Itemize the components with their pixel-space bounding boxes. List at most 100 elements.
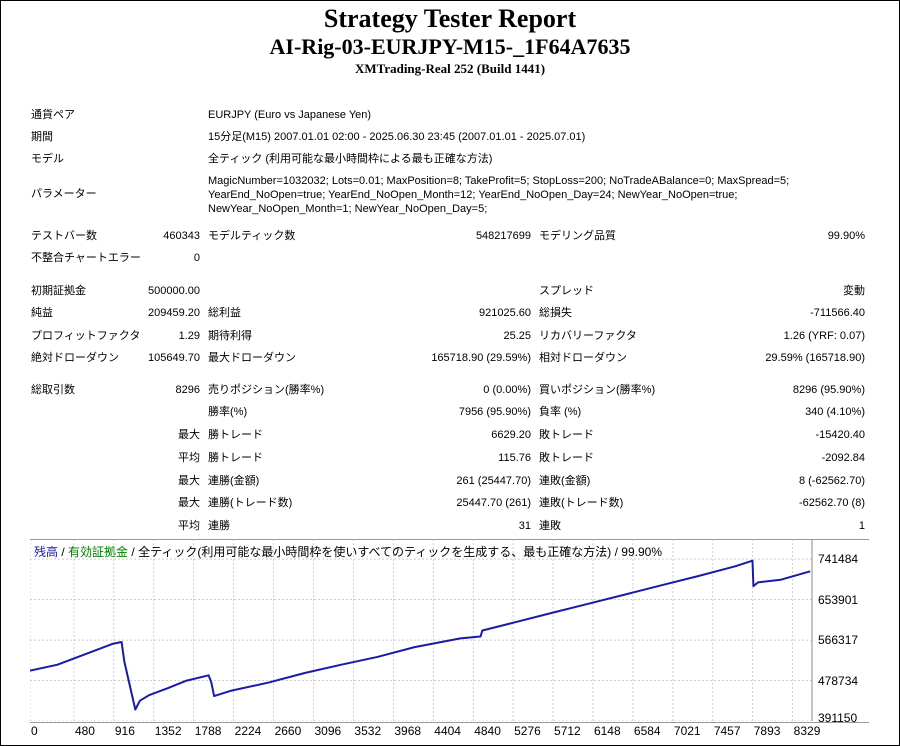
stats-value-c: 1.26 (YRF: 0.07)	[783, 330, 865, 342]
y-tick-label: 653901	[818, 592, 859, 607]
stats-value-a: 1.29	[178, 330, 200, 342]
setting-label-symbol: 通貨ペア	[31, 109, 75, 121]
stats-label-b: 売りポジション(勝率%)	[208, 384, 325, 396]
stats-label-c: 連敗	[539, 520, 561, 532]
stats-label-a: 絶対ドローダウン	[31, 352, 119, 364]
stats-value-a: 0	[193, 252, 200, 264]
stats-label-b: 連勝	[208, 520, 230, 532]
stats-label-b: 総利益	[208, 307, 241, 319]
stats-label-a: 純益	[31, 307, 53, 319]
stats-value-b: 6629.20	[491, 429, 531, 441]
stats-label-c: スプレッド	[539, 285, 594, 297]
stats-value-c: 1	[858, 520, 865, 532]
setting-value-symbol: EURJPY (Euro vs Japanese Yen)	[208, 109, 372, 121]
legend-separator-2: /	[128, 545, 139, 559]
x-tick-label: 3532	[354, 724, 382, 738]
stats-label-c: リカバリーファクタ	[539, 330, 637, 342]
stats-value-a: 最大	[178, 497, 200, 509]
legend-equity: 有効証拠金	[68, 545, 129, 559]
x-tick-label: 4404	[434, 724, 461, 738]
x-tick-label: 6148	[593, 724, 621, 738]
x-tick-label: 1788	[194, 724, 222, 738]
stats-value-a: 最大	[178, 475, 200, 487]
stats-label-c: 敗トレード	[539, 452, 594, 464]
x-tick-label: 1352	[154, 724, 182, 738]
stats-label-b: 勝トレード	[208, 429, 263, 441]
balance-line	[30, 559, 811, 711]
setting-label-parameters: パラメーター	[31, 188, 97, 200]
x-tick-label: 7457	[713, 724, 741, 738]
x-tick-label: 2660	[274, 724, 302, 738]
y-tick-label: 478734	[818, 673, 859, 688]
stats-label-b: 期待利得	[208, 330, 252, 342]
stats-label-c: 連敗(トレード数)	[539, 497, 624, 509]
stats-value-b: 115.76	[498, 452, 531, 464]
stats-value-b: 548217699	[475, 230, 531, 242]
y-tick-label: 741484	[818, 552, 859, 567]
setting-label-period: 期間	[31, 131, 53, 143]
parameters-line-2: YearEnd_NoOpen=true; YearEnd_NoOpen_Mont…	[208, 189, 738, 201]
stats-value-c: -711566.40	[810, 307, 865, 319]
stats-value-c: 29.59% (165718.90)	[765, 352, 865, 364]
legend-separator-1: /	[58, 545, 69, 559]
stats-value-c: 340 (4.10%)	[805, 406, 865, 418]
stats-label-b: 勝トレード	[208, 452, 263, 464]
legend-balance: 残高	[34, 545, 59, 559]
stats-value-c: 99.90%	[827, 230, 865, 242]
stats-label-c: 買いポジション(勝率%)	[539, 384, 656, 396]
stats-label-c: 総損失	[539, 307, 572, 319]
stats-label-c: 負率 (%)	[539, 406, 582, 418]
stats-value-a: 209459.20	[148, 307, 200, 319]
stats-value-a: 最大	[178, 429, 200, 441]
x-tick-label: 6584	[633, 724, 661, 738]
y-tick-label: 391150	[818, 711, 858, 725]
stats-label-b: 最大ドローダウン	[208, 352, 296, 364]
setting-value-period: 15分足(M15) 2007.01.01 02:00 - 2025.06.30 …	[208, 131, 586, 143]
stats-value-a: 460343	[163, 230, 200, 242]
x-tick-label: 916	[114, 724, 135, 738]
y-tick-label: 566317	[818, 633, 859, 648]
stats-label-c: 敗トレード	[539, 429, 594, 441]
balance-chart	[30, 539, 869, 723]
stats-value-c: 8296 (95.90%)	[792, 384, 865, 396]
stats-value-b: 921025.60	[479, 307, 531, 319]
stats-value-c: -62562.70 (8)	[798, 497, 865, 509]
stats-value-c: -15420.40	[815, 429, 865, 441]
x-tick-label: 5276	[514, 724, 541, 738]
stats-value-c: -2092.84	[821, 452, 865, 464]
setting-value-model: 全ティック (利用可能な最小時間枠による最も正確な方法)	[208, 153, 493, 165]
stats-value-a: 105649.70	[148, 352, 200, 364]
stats-label-a: 初期証拠金	[31, 285, 86, 297]
stats-label-a: 総取引数	[31, 384, 75, 396]
chart-legend: 残高 / 有効証拠金 / 全ティック(利用可能な最小時間枠を使いすべてのティック…	[34, 545, 662, 559]
stats-value-a: 500000.00	[148, 285, 200, 297]
parameters-line-1: MagicNumber=1032032; Lots=0.01; MaxPosit…	[208, 175, 790, 187]
stats-label-c: 相対ドローダウン	[539, 352, 627, 364]
stats-value-c: 8 (-62562.70)	[798, 475, 865, 487]
stats-value-b: 261 (25447.70)	[456, 475, 531, 487]
x-tick-label: 0	[31, 724, 38, 738]
stats-label-c: モデリング品質	[539, 230, 616, 242]
x-tick-label: 2224	[234, 724, 262, 738]
stats-value-a: 8296	[175, 384, 200, 396]
stats-value-b: 0 (0.00%)	[483, 384, 531, 396]
stats-label-a: 不整合チャートエラー	[31, 252, 141, 264]
x-tick-label: 5712	[554, 724, 581, 738]
x-tick-label: 3096	[314, 724, 342, 738]
x-tick-label: 7893	[753, 724, 781, 738]
x-tick-label: 8329	[793, 724, 821, 738]
x-tick-label: 480	[74, 724, 95, 738]
stats-value-b: 31	[518, 520, 531, 532]
stats-label-c: 連敗(金額)	[539, 475, 591, 487]
balance-chart-plot	[30, 539, 813, 721]
stats-value-a: 平均	[178, 452, 200, 464]
stats-label-b: 勝率(%)	[208, 406, 248, 418]
stats-value-c: 変動	[843, 285, 865, 297]
report-title: Strategy Tester Report	[323, 4, 577, 33]
stats-value-b: 25447.70 (261)	[456, 497, 531, 509]
stats-label-a: テストバー数	[31, 230, 97, 242]
legend-model: 全ティック(利用可能な最小時間枠を使いすべてのティックを生成する、最も正確な方法…	[138, 545, 662, 559]
x-tick-label: 4840	[474, 724, 501, 738]
stats-label-a: プロフィットファクタ	[31, 330, 141, 342]
stats-label-b: 連勝(金額)	[208, 475, 260, 487]
